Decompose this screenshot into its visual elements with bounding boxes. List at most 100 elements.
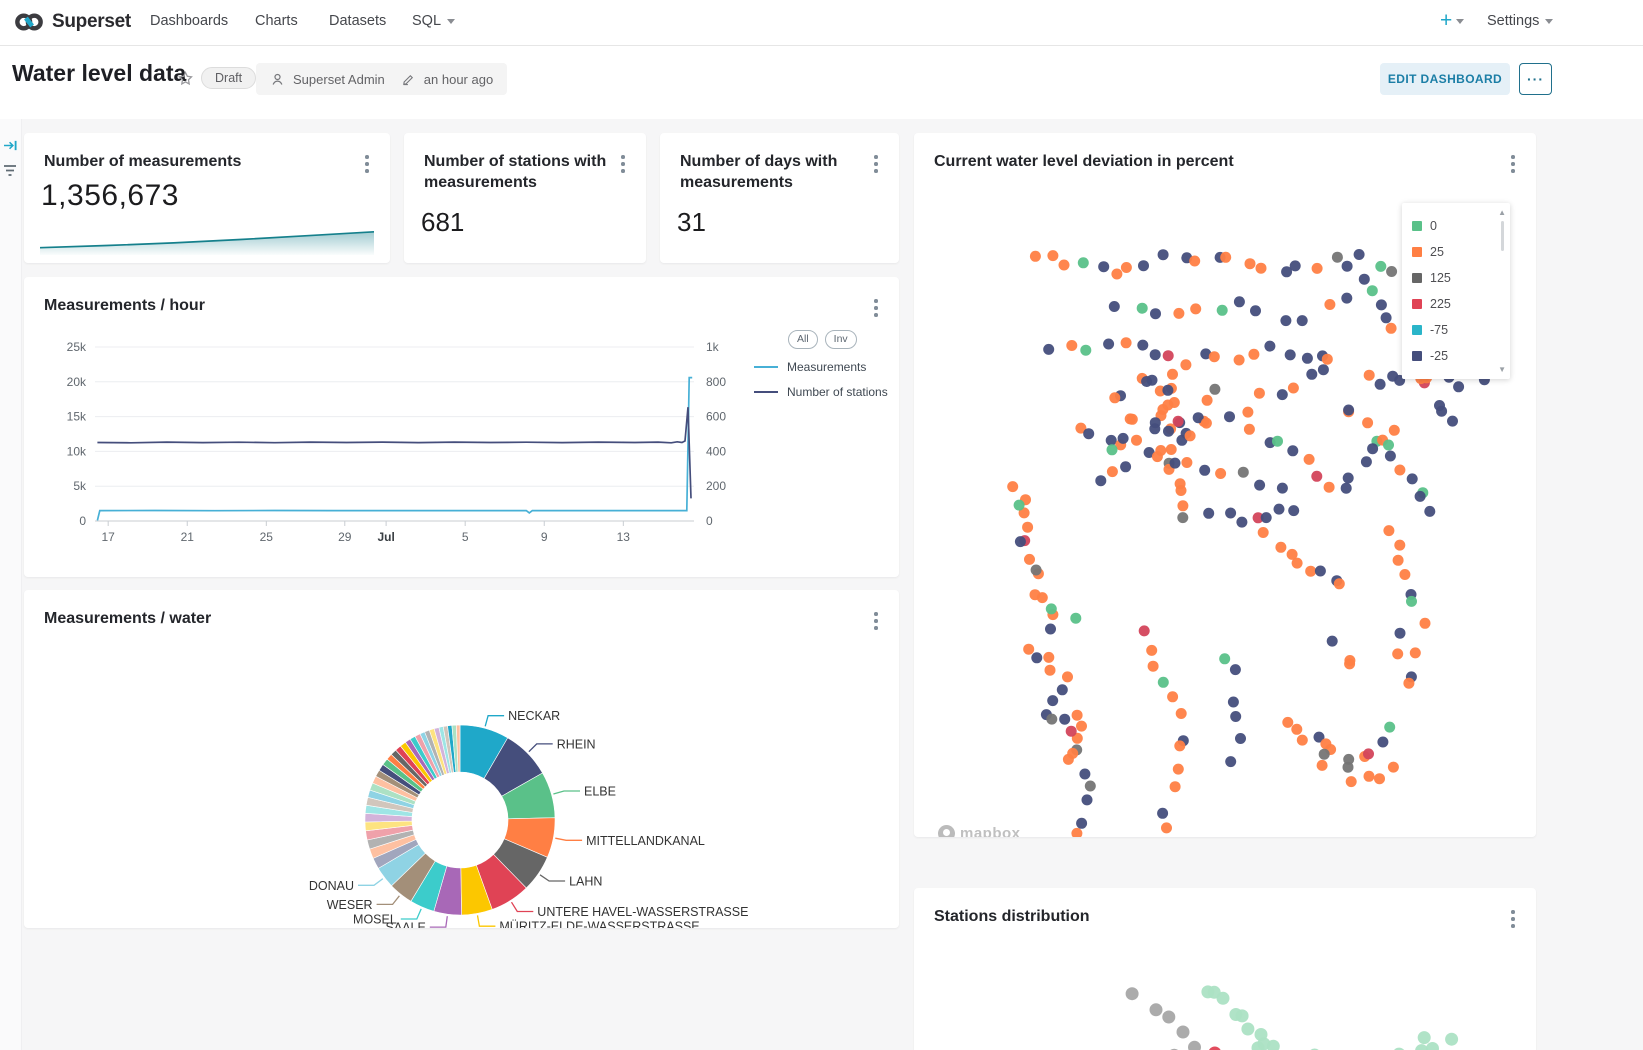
- scatter-point: [1409, 647, 1421, 659]
- scatter-point: [1311, 470, 1323, 482]
- y-axis-left-label: 0: [79, 514, 86, 528]
- scatter-point: [1316, 759, 1328, 771]
- card-menu-kebab-icon[interactable]: [869, 612, 883, 634]
- scatter-point: [1235, 733, 1246, 744]
- donut-label: MITTELLANDKANAL: [586, 834, 705, 848]
- dashboard-meta: Superset Admin an hour ago: [256, 63, 508, 95]
- scatter-point: [1146, 644, 1158, 656]
- map-legend-item-25[interactable]: 25: [1412, 239, 1496, 265]
- card-menu-kebab-icon[interactable]: [360, 155, 374, 177]
- scatter-point: [1276, 482, 1288, 494]
- scatter-point: [1248, 348, 1260, 360]
- scatter-point: [1358, 273, 1370, 285]
- big-number-value: 1,356,673: [41, 179, 179, 212]
- stations-scatter-map[interactable]: [914, 928, 1536, 1050]
- scatter-point: [1109, 392, 1121, 404]
- scatter-point: [1340, 482, 1352, 494]
- card-menu-kebab-icon[interactable]: [1506, 910, 1520, 932]
- scatter-point: [1366, 285, 1378, 297]
- scatter-point: [1180, 359, 1192, 371]
- nav-charts[interactable]: Charts: [255, 13, 298, 29]
- donut-label: RHEIN: [557, 737, 596, 751]
- card-menu-kebab-icon[interactable]: [869, 155, 883, 177]
- plus-icon: +: [1440, 9, 1453, 32]
- scatter-point: [1146, 374, 1158, 386]
- scatter-point: [1157, 676, 1169, 688]
- superset-brand[interactable]: Superset: [14, 8, 131, 36]
- legend-line-swatch: [754, 366, 778, 368]
- settings-menu[interactable]: Settings: [1487, 13, 1554, 29]
- scatter-point: [1157, 249, 1169, 261]
- expand-filter-bar-icon[interactable]: [3, 139, 18, 152]
- filter-icon[interactable]: [3, 164, 17, 177]
- legend-item-number-of-stations[interactable]: Number of stations: [754, 385, 904, 399]
- map-legend-item--75[interactable]: -75: [1412, 317, 1496, 343]
- scatter-point: [1225, 507, 1237, 519]
- owner-name[interactable]: Superset Admin: [293, 71, 385, 87]
- scatter-point: [1024, 553, 1035, 565]
- legend-scroll-up-icon[interactable]: ▲: [1498, 208, 1506, 217]
- y-axis-right-label: 600: [706, 410, 726, 424]
- scatter-point: [1394, 539, 1406, 551]
- nav-dashboards[interactable]: Dashboards: [150, 13, 229, 29]
- scatter-point: [1314, 565, 1326, 577]
- legend-scroll-down-icon[interactable]: ▼: [1498, 365, 1506, 374]
- scatter-point: [1176, 434, 1188, 446]
- map-legend-item-225[interactable]: 225: [1412, 291, 1496, 317]
- scatter-point: [1326, 635, 1338, 647]
- scatter-point: [1125, 987, 1139, 1001]
- scatter-point: [1424, 505, 1436, 517]
- scatter-point: [1079, 768, 1091, 780]
- scatter-point: [1229, 664, 1241, 676]
- scatter-point: [1233, 354, 1245, 366]
- scatter-point: [1070, 612, 1082, 624]
- donut-label: MÜRITZ-ELDE-WASSERSTRASSE: [499, 920, 699, 928]
- scatter-point: [1341, 292, 1353, 304]
- legend-button-inv[interactable]: Inv: [824, 330, 857, 349]
- scatter-point: [1058, 259, 1070, 271]
- donut-label-line: [429, 916, 448, 928]
- edit-dashboard-button[interactable]: EDIT DASHBOARD: [1380, 63, 1510, 95]
- mapbox-attribution[interactable]: mapbox: [938, 825, 1021, 837]
- favorite-star-icon[interactable]: [177, 70, 194, 87]
- water-donut-chart[interactable]: NECKAR RHEIN ELBE MITTELLANDKANAL LAHN UNTERE…: [24, 632, 899, 928]
- scatter-point: [1286, 548, 1298, 560]
- last-modified[interactable]: an hour ago: [423, 71, 494, 87]
- x-axis-label: 25: [260, 530, 274, 544]
- nav-datasets[interactable]: Datasets: [329, 13, 387, 29]
- donut-slice[interactable]: [455, 724, 461, 773]
- card-menu-kebab-icon[interactable]: [616, 155, 630, 177]
- dashboard-more-button[interactable]: ···: [1519, 63, 1552, 95]
- scatter-point: [1149, 349, 1161, 361]
- scatter-point: [1233, 296, 1245, 308]
- deviation-scatter-map[interactable]: [914, 177, 1536, 837]
- scatter-point: [1163, 425, 1174, 437]
- scatter-point: [1342, 761, 1354, 773]
- scatter-point: [1341, 260, 1353, 272]
- map-legend-item-125[interactable]: 125: [1412, 265, 1496, 291]
- scatter-point: [1252, 512, 1264, 524]
- x-axis-label: Jul: [377, 530, 394, 544]
- scatter-point: [1385, 322, 1397, 334]
- scatter-point: [1161, 822, 1172, 834]
- card-menu-kebab-icon[interactable]: [869, 299, 883, 321]
- scatter-point: [1117, 432, 1129, 444]
- scatter-point: [1415, 1044, 1429, 1050]
- legend-scrollbar-thumb[interactable]: [1501, 221, 1504, 251]
- trend-area: [40, 231, 374, 255]
- donut-label-line: [510, 901, 534, 913]
- map-legend-item--25[interactable]: -25: [1412, 343, 1496, 369]
- scatter-point: [1167, 691, 1179, 703]
- scatter-point: [1014, 536, 1026, 548]
- nav-sql-menu[interactable]: SQL: [412, 13, 456, 29]
- map-legend-item-0[interactable]: 0: [1412, 213, 1496, 239]
- legend-button-all[interactable]: All: [788, 330, 818, 349]
- scatter-point: [1076, 817, 1088, 829]
- scatter-point: [1029, 250, 1041, 262]
- new-item-button[interactable]: +: [1440, 9, 1465, 33]
- scatter-point: [1126, 413, 1138, 425]
- scatter-point: [1282, 716, 1294, 728]
- legend-item-measurements[interactable]: Measurements: [754, 360, 904, 374]
- card-menu-kebab-icon[interactable]: [1506, 155, 1520, 177]
- hour-line-chart[interactable]: 0 5k 10k 15k 20k 25k 0 200 400 600 800 1k 17 21 25 29 Ju…: [24, 319, 754, 554]
